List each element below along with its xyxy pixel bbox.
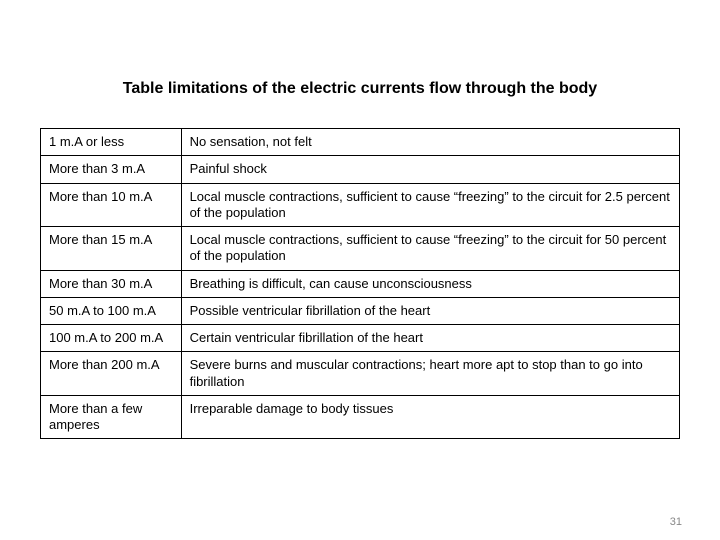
cell-effect: Certain ventricular fibrillation of the … [181, 325, 679, 352]
cell-effect: Breathing is difficult, can cause uncons… [181, 270, 679, 297]
table-row: More than 200 m.A Severe burns and muscu… [41, 352, 680, 396]
table-row: More than 3 m.A Painful shock [41, 156, 680, 183]
cell-current: 1 m.A or less [41, 129, 182, 156]
cell-effect: Local muscle contractions, sufficient to… [181, 227, 679, 271]
table-body: 1 m.A or less No sensation, not felt Mor… [41, 129, 680, 439]
cell-effect: Severe burns and muscular contractions; … [181, 352, 679, 396]
table-row: More than 30 m.A Breathing is difficult,… [41, 270, 680, 297]
cell-effect: Painful shock [181, 156, 679, 183]
cell-current: 100 m.A to 200 m.A [41, 325, 182, 352]
cell-current: More than a few amperes [41, 395, 182, 439]
cell-current: More than 200 m.A [41, 352, 182, 396]
table-row: 1 m.A or less No sensation, not felt [41, 129, 680, 156]
table-row: More than a few amperes Irreparable dama… [41, 395, 680, 439]
cell-current: More than 3 m.A [41, 156, 182, 183]
cell-effect: Local muscle contractions, sufficient to… [181, 183, 679, 227]
cell-current: More than 10 m.A [41, 183, 182, 227]
slide-container: Table limitations of the electric curren… [0, 0, 720, 540]
slide-title: Table limitations of the electric curren… [40, 80, 680, 98]
cell-effect: No sensation, not felt [181, 129, 679, 156]
cell-current: More than 30 m.A [41, 270, 182, 297]
table-row: More than 10 m.A Local muscle contractio… [41, 183, 680, 227]
cell-current: 50 m.A to 100 m.A [41, 297, 182, 324]
table-row: More than 15 m.A Local muscle contractio… [41, 227, 680, 271]
page-number: 31 [670, 516, 682, 528]
cell-current: More than 15 m.A [41, 227, 182, 271]
table-row: 100 m.A to 200 m.A Certain ventricular f… [41, 325, 680, 352]
cell-effect: Possible ventricular fibrillation of the… [181, 297, 679, 324]
cell-effect: Irreparable damage to body tissues [181, 395, 679, 439]
currents-table: 1 m.A or less No sensation, not felt Mor… [40, 128, 680, 439]
table-row: 50 m.A to 100 m.A Possible ventricular f… [41, 297, 680, 324]
